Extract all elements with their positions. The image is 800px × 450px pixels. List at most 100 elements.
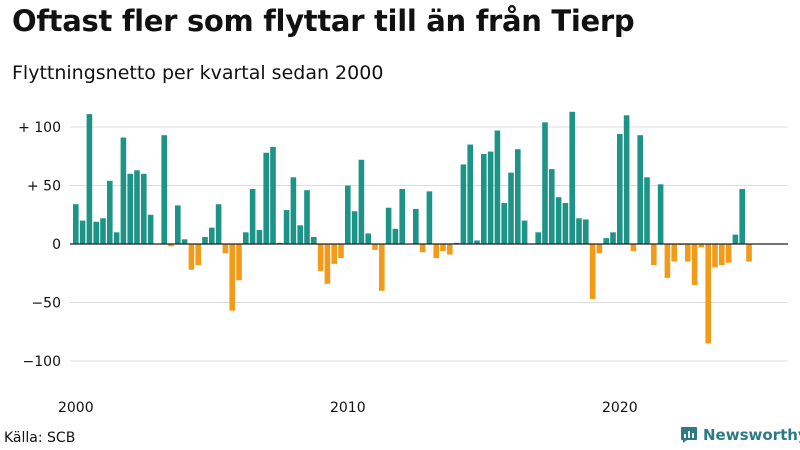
- bar: 2013 K1: 45: [426, 191, 433, 244]
- bar: 2019 K3: 5: [603, 238, 609, 244]
- bar: 2015 K4: 35: [501, 203, 507, 244]
- y-tick-label: −50: [31, 296, 61, 312]
- bar: 2006 K4: 12: [256, 229, 263, 244]
- x-tick-label: 2000: [58, 400, 94, 416]
- bar: 2020 K4: 93: [637, 135, 643, 244]
- bar: 2010 K1: 50: [345, 185, 351, 244]
- bar: 2004 K4: 6: [202, 236, 208, 244]
- bar: 2000 K4: 19: [93, 221, 99, 244]
- bar: 2013 K4: -9: [447, 244, 453, 255]
- bar: 2017 K3: 64: [549, 169, 555, 244]
- bar: 2011 K1: -5: [372, 244, 378, 250]
- source-note: Källa: SCB: [4, 430, 76, 446]
- bar: 2020 K1: 94: [617, 134, 623, 244]
- bar: 2024 K4: -15: [746, 244, 752, 262]
- bar: 2021 K1: 57: [644, 177, 650, 244]
- bar: 2008 K2: 16: [297, 225, 303, 244]
- x-tick-label: 2020: [602, 400, 638, 416]
- bar: 2013 K2: -12: [433, 244, 439, 259]
- bar: 2009 K3: -17: [331, 244, 337, 264]
- bar: 2000 K3: 111: [86, 114, 93, 244]
- bar: 2007 K2: 83: [270, 146, 276, 244]
- bar: 2015 K1: 77: [481, 153, 487, 244]
- bar: 2023 K2: -85: [705, 244, 711, 344]
- bar: 2004 K2: -22: [188, 244, 195, 270]
- newsworthy-logo-icon: [681, 427, 697, 443]
- bar: 2007 K1: 78: [263, 152, 269, 244]
- bar: 2020 K2: 110: [623, 115, 630, 244]
- y-tick-label: 0: [52, 237, 61, 253]
- bar: 2000 K1: 34: [73, 204, 79, 244]
- bar: 2021 K3: 51: [657, 184, 664, 244]
- bar: 2008 K4: 6: [311, 236, 317, 244]
- bar: 2014 K2: 68: [460, 164, 467, 244]
- bar: 2012 K3: 30: [413, 208, 419, 244]
- bar: 2023 K4: -18: [719, 244, 725, 266]
- bar: 2003 K2: 93: [161, 135, 167, 244]
- bar: 2012 K4: -7: [419, 244, 426, 253]
- bar: 2002 K1: 60: [127, 173, 133, 244]
- bar: 2009 K1: -23: [317, 244, 324, 271]
- bar: 2022 K4: -35: [691, 244, 698, 285]
- bar: 2016 K1: 61: [508, 172, 514, 244]
- bar: 2024 K2: 8: [732, 234, 739, 244]
- bar: 2019 K4: 10: [610, 232, 616, 244]
- bar: 2010 K4: 9: [365, 233, 371, 244]
- bar: 2024 K1: -16: [725, 244, 732, 263]
- bar: 2001 K2: 54: [107, 180, 113, 244]
- bar: 2016 K2: 81: [515, 149, 521, 244]
- bar: 2005 K3: -8: [222, 244, 229, 254]
- bar: 2015 K2: 79: [487, 151, 494, 244]
- x-axis-ticks: 2000 2010 2020: [58, 400, 638, 416]
- bar: 2016 K3: 20: [521, 220, 528, 244]
- bar: 2015 K3: 97: [494, 130, 501, 244]
- bar: 2002 K4: 25: [147, 214, 154, 244]
- bar: 2017 K4: 40: [555, 197, 562, 244]
- bar: 2005 K2: 34: [215, 204, 222, 244]
- y-tick-label: + 50: [27, 179, 61, 195]
- bar: 2007 K4: 29: [283, 210, 290, 244]
- bar: 2003 K4: 33: [175, 205, 181, 244]
- bar: 2017 K2: 104: [542, 122, 548, 244]
- bar: 2001 K3: 10: [113, 232, 120, 244]
- bar: 2008 K3: 46: [304, 190, 310, 244]
- bar: 2006 K3: 47: [249, 189, 256, 244]
- bar: 2002 K2: 63: [134, 170, 140, 244]
- bar: 2005 K1: 14: [209, 227, 215, 244]
- bars: 2000 K1: 342000 K2: 202000 K3: 1112000 K…: [70, 111, 788, 344]
- bar: 2014 K3: 85: [467, 144, 473, 244]
- chart-title: Oftast fler som flyttar till än från Tie…: [12, 4, 635, 38]
- bar: 2022 K3: -15: [685, 244, 691, 262]
- gridlines: [70, 126, 788, 362]
- bar: 2004 K1: 4: [181, 239, 188, 244]
- bar: 2006 K2: 10: [243, 232, 249, 244]
- bar: 2009 K2: -34: [324, 244, 331, 284]
- bar: 2019 K1: -47: [589, 244, 596, 299]
- bar: 2012 K1: 47: [399, 189, 405, 244]
- bar: 2019 K2: -8: [596, 244, 603, 254]
- bar: 2001 K4: 91: [120, 137, 127, 244]
- bar: 2017 K1: 10: [535, 232, 541, 244]
- bar: 2021 K2: -18: [651, 244, 657, 266]
- bar: 2011 K2: -40: [379, 244, 385, 291]
- bar: 2011 K4: 13: [392, 228, 399, 244]
- bar: 2010 K2: 28: [351, 211, 358, 244]
- bar: 2023 K1: -3: [698, 244, 705, 248]
- bar: 2018 K2: 113: [569, 111, 575, 244]
- bar: 2009 K4: -12: [338, 244, 344, 259]
- bar: 2004 K3: -18: [195, 244, 201, 266]
- x-tick-label: 2010: [330, 400, 366, 416]
- y-tick-label: −100: [23, 354, 61, 370]
- bar: 2018 K4: 21: [583, 219, 589, 244]
- chart-subtitle: Flyttningsnetto per kvartal sedan 2000: [12, 62, 384, 84]
- y-axis-ticks: + 100 + 50 0 −50 −100: [18, 120, 61, 370]
- bar: 2014 K4: 3: [474, 240, 480, 244]
- bar: 2021 K4: -29: [664, 244, 671, 278]
- y-tick-label: + 100: [18, 120, 61, 136]
- bar: 2001 K1: 22: [100, 218, 106, 244]
- bar: 2008 K1: 57: [290, 177, 297, 244]
- bar: 2022 K1: -15: [671, 244, 677, 262]
- brand: Newsworthy: [680, 426, 800, 444]
- brand-name: Newsworthy: [703, 426, 800, 444]
